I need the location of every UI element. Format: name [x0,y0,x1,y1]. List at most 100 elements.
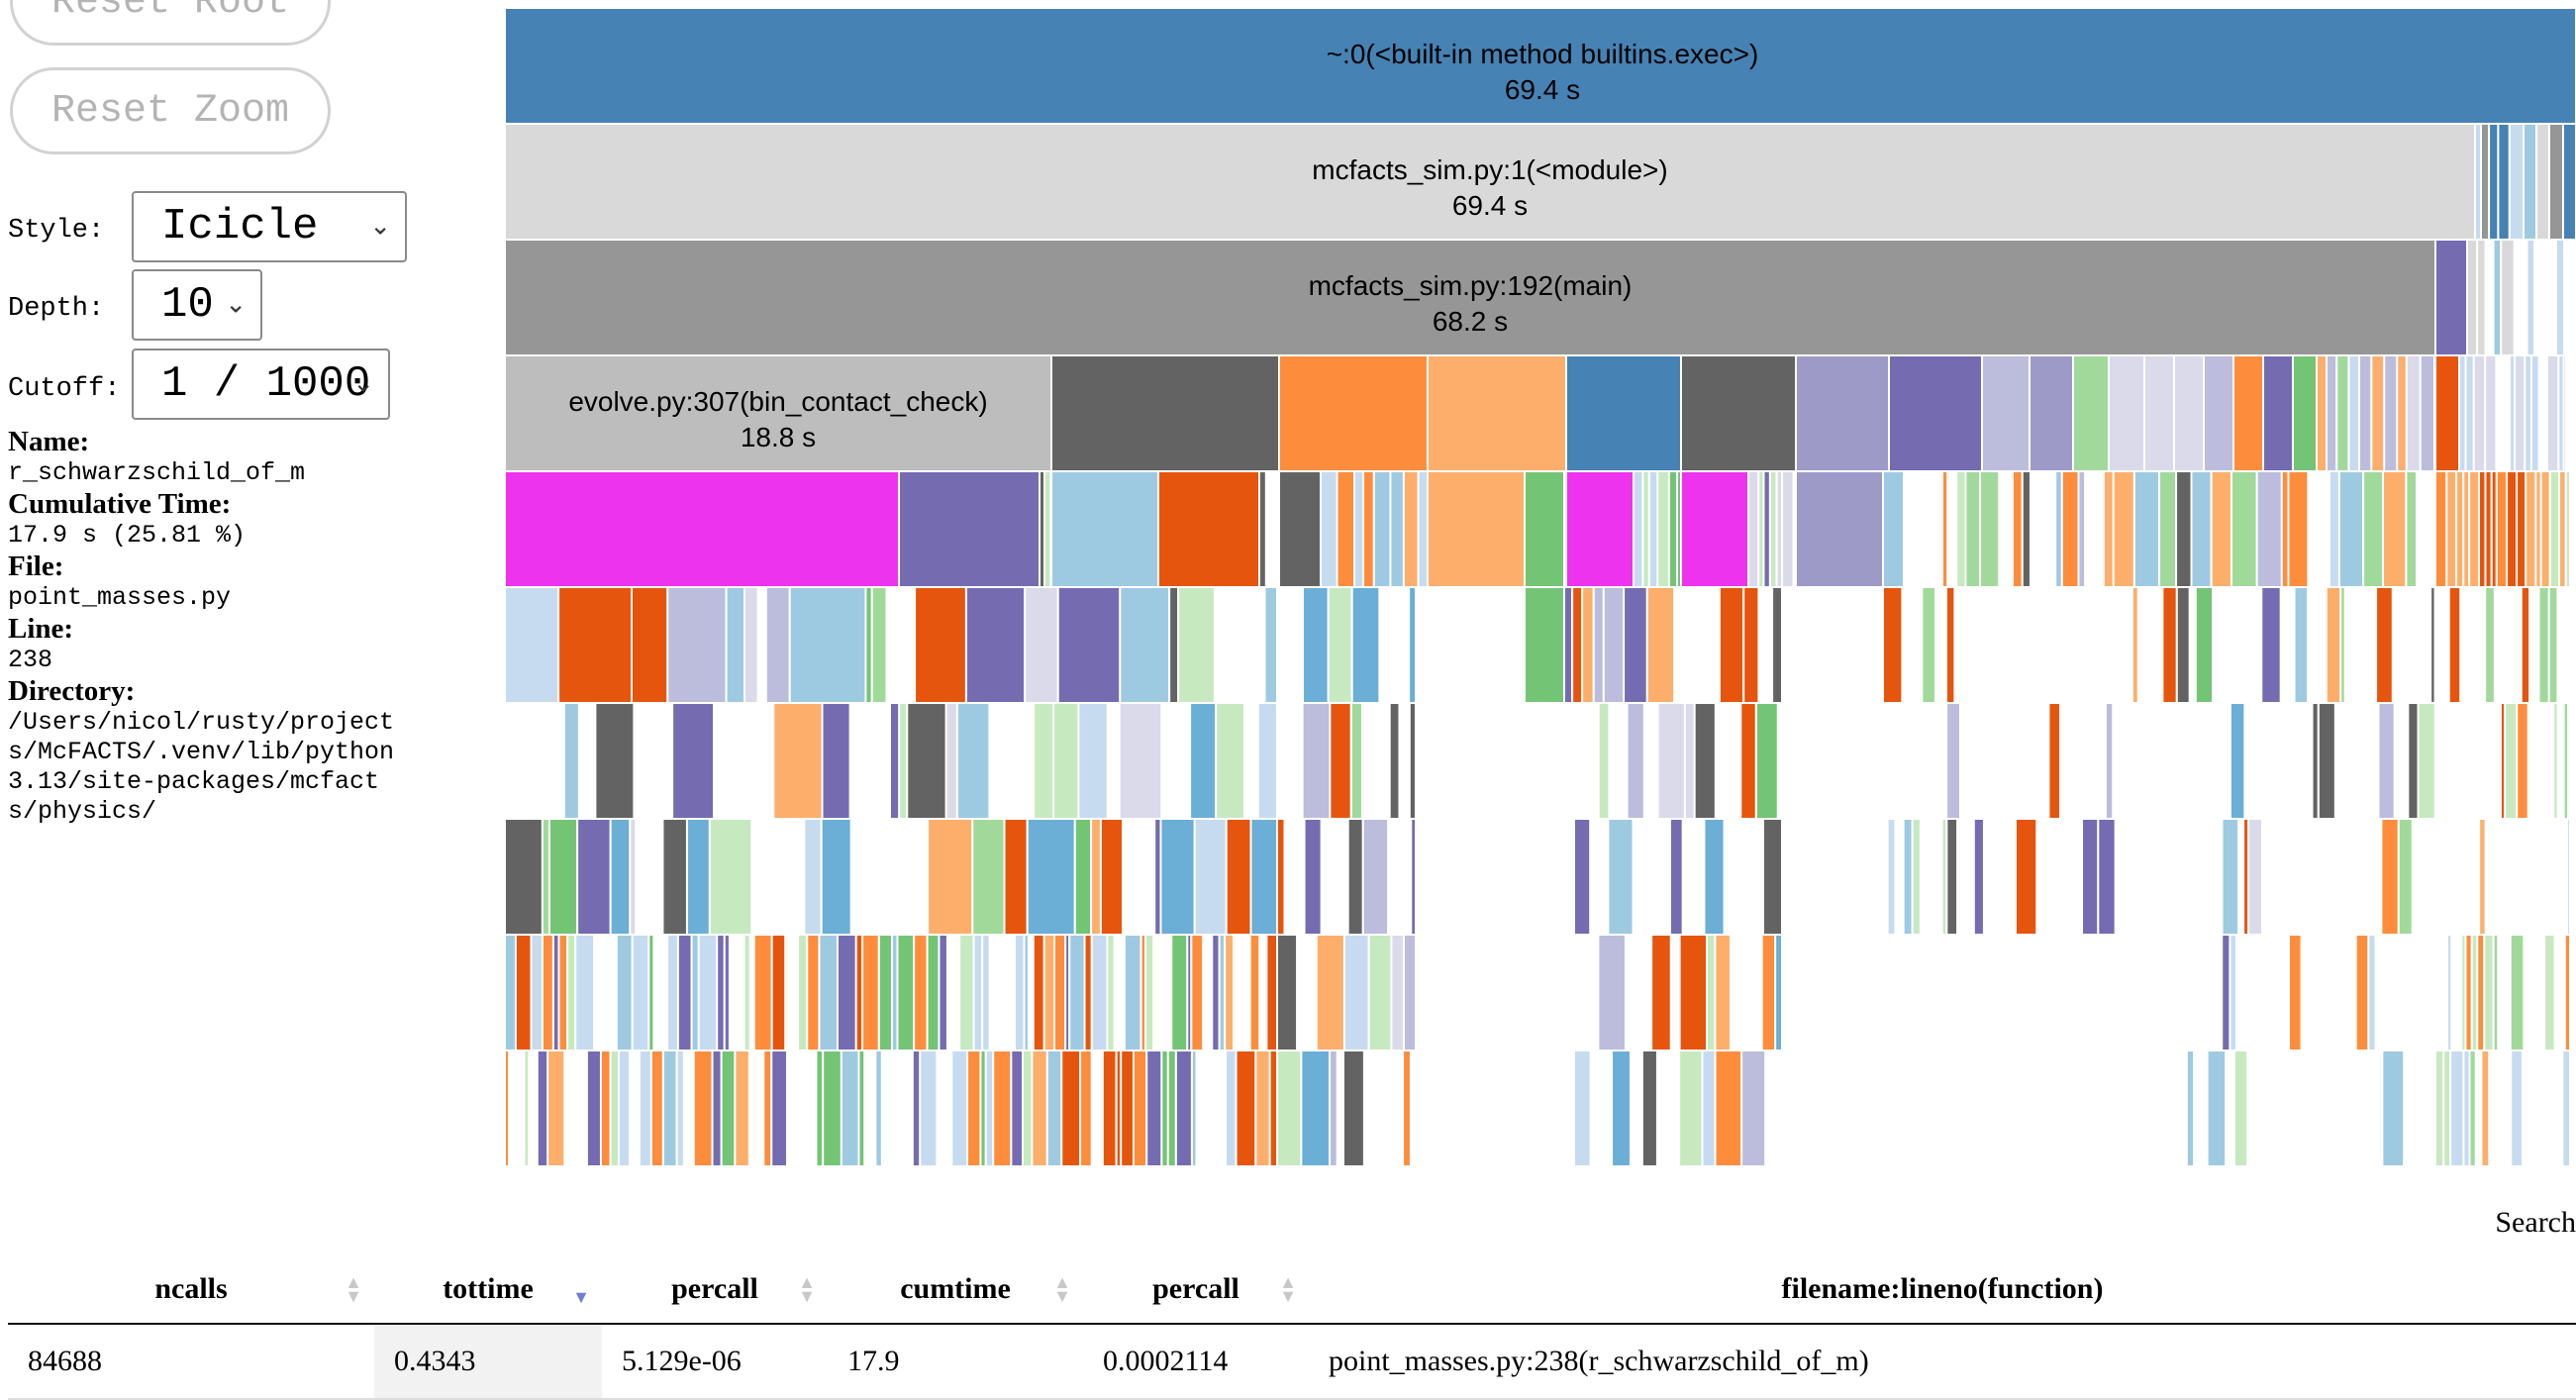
flame-frame[interactable] [1640,1050,1658,1167]
flame-frame[interactable] [1645,586,1676,704]
flame-frame[interactable] [1427,470,1526,588]
flame-frame[interactable] [618,1050,632,1167]
flame-frame[interactable] [1565,470,1635,588]
flame-frame[interactable] [2548,470,2561,588]
flame-frame[interactable] [2190,470,2213,588]
flame-frame[interactable] [1623,586,1648,704]
flame-frame[interactable] [716,934,726,1051]
flame-frame[interactable] [2175,470,2193,588]
flame-frame[interactable] [692,1050,714,1167]
flame-frame[interactable] [2429,586,2436,704]
cutoff-select[interactable]: 1 / 1000 ⌄ [132,349,390,420]
frame-bin-contact-check[interactable] [505,354,1052,472]
flame-frame[interactable] [1886,818,1897,936]
flame-frame[interactable] [1329,1050,1338,1167]
flame-frame[interactable] [2377,702,2396,820]
flame-frame[interactable] [574,934,596,1051]
flame-frame[interactable] [1303,818,1323,936]
flame-frame[interactable] [1225,1050,1238,1167]
flame-frame[interactable] [1714,1050,1743,1167]
flame-frame[interactable] [675,1050,685,1167]
flame-frame[interactable] [2021,470,2031,588]
flame-frame[interactable] [2466,239,2479,356]
flame-frame[interactable] [2449,1050,2465,1167]
flame-frame[interactable] [576,818,612,936]
flame-frame[interactable] [1024,586,1059,704]
flame-frame[interactable] [770,1050,789,1167]
flame-frame[interactable] [523,1050,531,1167]
flame-frame[interactable] [676,934,693,1051]
flame-frame[interactable] [2442,1050,2452,1167]
flame-frame[interactable] [1003,818,1029,936]
flame-frame[interactable] [2497,123,2511,241]
flame-frame[interactable] [1090,934,1109,1051]
flame-frame[interactable] [2522,123,2538,241]
flame-frame[interactable] [2504,702,2519,820]
flame-frame[interactable] [615,934,634,1051]
flame-frame[interactable] [536,1050,549,1167]
flame-frame[interactable] [2383,354,2399,472]
flame-frame[interactable] [541,934,554,1051]
flame-frame[interactable] [1650,934,1672,1051]
flame-frame[interactable] [984,1050,995,1167]
flame-frame[interactable] [1611,1050,1632,1167]
flame-frame[interactable] [2483,934,2495,1051]
flame-frame[interactable] [631,934,650,1051]
flame-frame[interactable] [1043,470,1052,588]
flame-frame[interactable] [2173,354,2205,472]
flame-frame[interactable] [1276,470,1281,588]
flame-frame[interactable] [1683,702,1696,820]
flame-frame[interactable] [2292,354,2318,472]
flame-frame[interactable] [2547,123,2564,241]
flame-frame[interactable] [1701,1050,1717,1167]
flame-frame[interactable] [649,1050,664,1167]
flame-frame[interactable] [2060,470,2080,588]
flame-frame[interactable] [2097,818,2117,936]
flame-frame[interactable] [1367,934,1393,1051]
flame-frame[interactable] [1073,818,1093,936]
flame-frame[interactable] [514,934,533,1051]
flame-frame[interactable] [938,934,948,1051]
flame-frame[interactable] [1052,702,1080,820]
flame-frame[interactable] [1211,934,1221,1051]
flame-frame[interactable] [1705,934,1717,1051]
flame-frame[interactable] [2158,470,2178,588]
flame-frame[interactable] [2337,470,2365,588]
flame-frame[interactable] [2526,239,2536,356]
flame-frame[interactable] [1032,934,1045,1051]
flame-frame[interactable] [2492,934,2500,1051]
flame-frame[interactable] [1079,1050,1093,1167]
flame-frame[interactable] [1626,702,1645,820]
flame-frame[interactable] [2255,470,2283,588]
flame-frame[interactable] [1760,934,1777,1051]
flame-frame[interactable] [1718,586,1745,704]
flame-frame[interactable] [2362,470,2385,588]
icicle-chart[interactable]: ~:0(<built-in method builtins.exec>) 69.4… [505,0,2576,1168]
flame-frame[interactable] [1981,354,2031,472]
flame-frame[interactable] [1336,470,1356,588]
flame-frame[interactable] [1119,586,1171,704]
flame-frame[interactable] [906,702,947,820]
flame-frame[interactable] [599,1050,612,1167]
flame-frame[interactable] [2514,354,2526,472]
flame-frame[interactable] [2516,702,2529,820]
flame-frame[interactable] [2081,818,2100,936]
flame-frame[interactable] [1265,934,1278,1051]
flame-frame[interactable] [547,818,579,936]
flame-frame[interactable] [1159,818,1196,936]
flame-frame[interactable] [2262,354,2294,472]
flame-frame[interactable] [2561,123,2576,241]
flame-frame[interactable] [2492,239,2503,356]
flame-frame[interactable] [2130,586,2139,704]
flame-frame[interactable] [594,702,636,820]
flame-frame[interactable] [2535,123,2550,241]
flame-frame[interactable] [1327,586,1353,704]
flame-frame[interactable] [2547,586,2559,704]
flame-frame[interactable] [2381,1050,2406,1167]
flame-frame[interactable] [1099,818,1125,936]
flame-frame[interactable] [734,1050,750,1167]
flame-frame[interactable] [2247,818,2263,936]
flame-frame[interactable] [911,1050,922,1167]
flame-frame[interactable] [2288,934,2303,1051]
flame-frame[interactable] [2484,586,2496,704]
